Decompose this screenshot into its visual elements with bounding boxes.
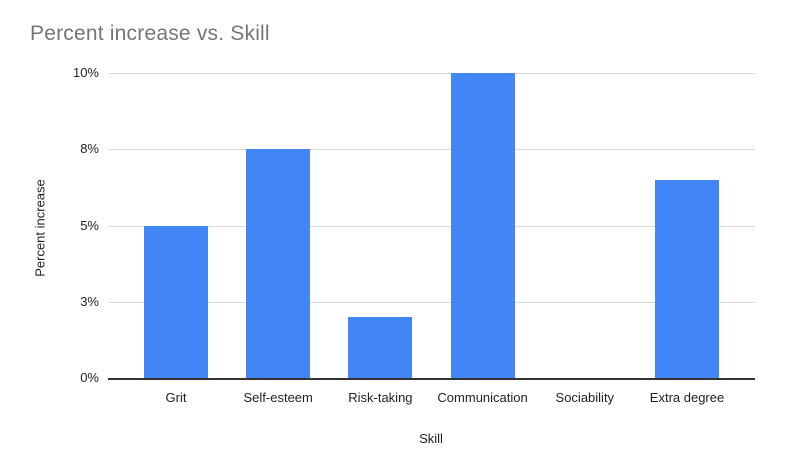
x-tick-label: Risk-taking (348, 390, 413, 405)
chart-title: Percent increase vs. Skill (30, 22, 270, 45)
x-axis-title: Skill (419, 431, 443, 446)
y-tick-label: 10% (72, 65, 99, 80)
gridline (108, 225, 755, 227)
plot-area (108, 73, 755, 380)
bar-extra-degree (655, 179, 719, 378)
x-tick-label: Communication (437, 390, 528, 405)
bar-communication (450, 73, 515, 378)
bar-risk-taking (348, 317, 413, 378)
x-tick-label: Grit (165, 390, 187, 405)
gridline (108, 73, 755, 74)
y-tick-label: 8% (80, 141, 99, 157)
gridline (108, 301, 755, 303)
bar-grit (144, 225, 208, 378)
y-axis-title: Percent increase (32, 179, 48, 277)
x-tick-label: Self-esteem (243, 390, 313, 405)
x-tick-label: Sociability (555, 390, 615, 405)
y-tick-label: 3% (80, 293, 99, 309)
gridline (108, 149, 755, 151)
y-tick-label: 5% (80, 217, 99, 233)
x-tick-label: Extra degree (649, 390, 725, 405)
y-tick-label: 0% (80, 370, 99, 385)
bar-self-esteem (246, 149, 311, 378)
